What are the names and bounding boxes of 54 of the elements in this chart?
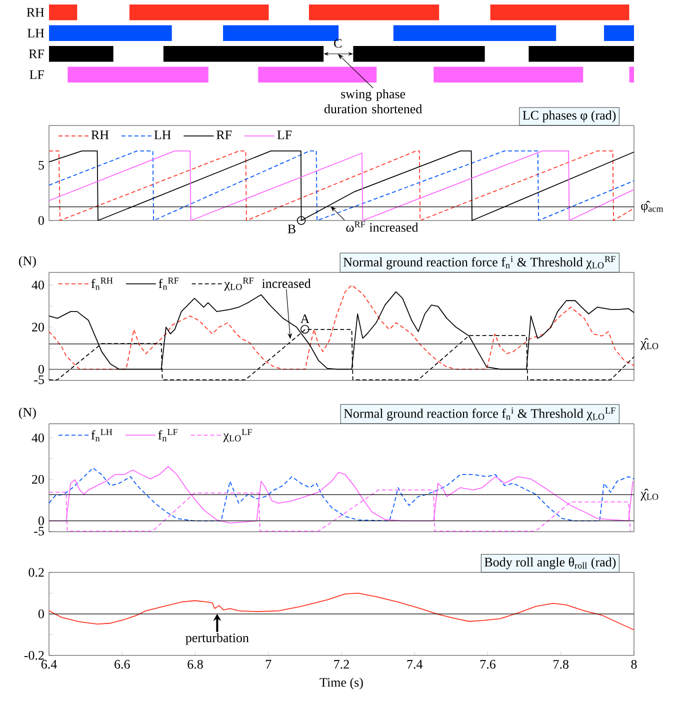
y-tick-label: 40	[32, 280, 44, 290]
annotation: ω$^{RF}$ increased	[346, 221, 418, 232]
legend-label: RH	[91, 130, 109, 140]
x-tick-label: 7	[266, 660, 272, 668]
y-tick-label: RH	[26, 8, 44, 17]
y-tick-label: LF	[30, 70, 44, 79]
chart-title: Normal ground reaction force f$_{n}$$^{i}$ & Threshold χ$_{LO}$LF	[344, 407, 616, 421]
y-tick-label: 0	[38, 516, 44, 526]
y-tick-label: 20	[32, 322, 44, 332]
y-axis-title: (N)	[18, 256, 36, 268]
y-tick-label: -5	[34, 375, 44, 384]
legend-label: f$_{n}$RH	[91, 278, 113, 290]
x-tick-label: 6.6	[114, 660, 130, 669]
legend-label: χ$_{LO}$RF	[224, 278, 254, 291]
line-series	[48, 592, 634, 630]
x-tick-label: 7.6	[480, 660, 496, 669]
x-tick-label: 6.4	[41, 660, 57, 669]
y-tick-label: 40	[32, 434, 44, 442]
legend-label: f$_{n}$LF	[158, 429, 178, 442]
chart-title: LC phases φ (rad)	[522, 110, 616, 122]
y-axis-title: (N)	[18, 407, 36, 420]
x-tick-label: 6.8	[188, 660, 203, 669]
y-tick-label: 0.2	[28, 568, 44, 577]
chart-title: Normal ground reaction force f$_{n}$$^{i}$ & Threshold χ$_{LO}$RF	[343, 256, 616, 270]
legend-label: f$_{n}$LH	[91, 429, 112, 442]
x-tick-label: 7.4	[407, 660, 423, 669]
annotation: B	[288, 224, 296, 234]
annotation: A	[300, 314, 310, 324]
legend-label: χ$_{LO}$LF	[223, 429, 252, 442]
annotation: C	[334, 38, 342, 48]
legend-label: LF	[277, 130, 292, 140]
legend-label: LH	[154, 130, 171, 140]
x-tick-label: 7.2	[334, 660, 349, 669]
y-tick-label: -0.2	[24, 650, 44, 660]
ref-line-label: χ̂$_{LO}$	[640, 488, 658, 501]
y-tick-label: 5	[38, 160, 44, 170]
x-tick-label: 7.8	[554, 660, 568, 669]
y-tick-label: -5	[34, 526, 44, 536]
y-tick-label: 0	[38, 364, 44, 374]
ref-line-label: φ̂$_{acm}$	[641, 200, 664, 213]
y-tick-label: 0	[38, 610, 44, 618]
ref-line-label: χ̂$_{LO}$	[640, 338, 658, 350]
legend-label: RF	[216, 130, 232, 140]
y-tick-label: 0	[38, 216, 44, 225]
legend-label: f$_{n}$RF	[158, 278, 179, 290]
x-tick-label: 8	[631, 660, 637, 669]
y-tick-label: LH	[28, 28, 44, 38]
annotation: perturbation	[186, 633, 249, 645]
chart-title: Body roll angle θ$_{roll}$ (rad)	[484, 557, 616, 570]
annotation: swing phase duration shortened	[324, 89, 422, 114]
y-tick-label: RF	[28, 50, 44, 58]
annotation: increased	[262, 278, 311, 288]
x-axis-title: Time (s)	[320, 678, 363, 690]
y-tick-label: 20	[32, 474, 44, 484]
